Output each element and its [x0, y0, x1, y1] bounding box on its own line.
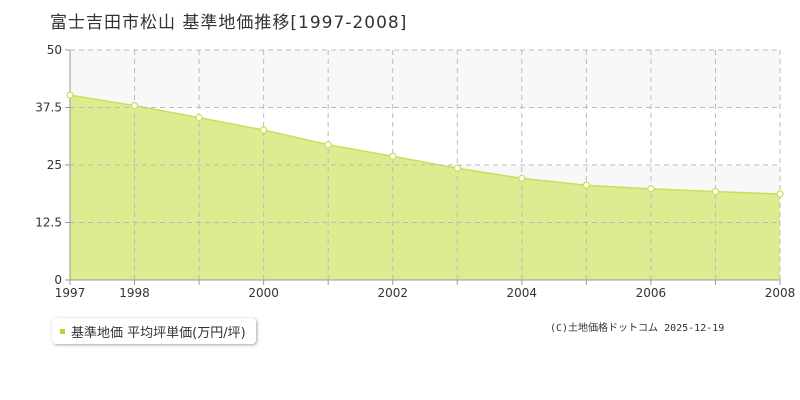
- data-point: [195, 114, 203, 122]
- data-point: [389, 152, 397, 160]
- y-tick-label: 50: [47, 43, 62, 57]
- copyright-text: (C)土地価格ドットコム 2025-12-19: [550, 323, 725, 334]
- y-tick-label: 37.5: [35, 101, 62, 115]
- data-point: [324, 141, 332, 149]
- x-tick-label: 2008: [765, 286, 796, 300]
- x-tick-label: 2006: [636, 286, 667, 300]
- data-point: [647, 185, 655, 193]
- x-tick-label: 2004: [507, 286, 538, 300]
- x-tick-label: 1998: [119, 286, 150, 300]
- legend-label: 基準地価 平均坪単価(万円/坪): [71, 325, 246, 341]
- y-tick-label: 0: [54, 273, 62, 287]
- data-point: [260, 126, 268, 134]
- data-point: [66, 91, 74, 99]
- x-tick-label: 1997: [55, 286, 86, 300]
- data-point: [518, 174, 526, 182]
- plot-band: [70, 50, 780, 108]
- data-point: [711, 188, 720, 196]
- y-tick-label: 25: [47, 158, 62, 172]
- y-tick-label: 12.5: [35, 216, 62, 230]
- data-point: [130, 102, 139, 110]
- series-area: [70, 95, 780, 280]
- chart-title: 富士吉田市松山 基準地価推移[1997-2008]: [50, 13, 408, 33]
- legend: 基準地価 平均坪単価(万円/坪): [52, 318, 256, 344]
- data-point: [582, 181, 590, 189]
- x-tick-label: 2002: [377, 286, 408, 300]
- legend-marker-icon: [60, 328, 65, 334]
- series-line: [69, 94, 781, 195]
- x-tick-label: 2000: [248, 286, 279, 300]
- data-point: [453, 164, 461, 172]
- data-point: [776, 190, 784, 198]
